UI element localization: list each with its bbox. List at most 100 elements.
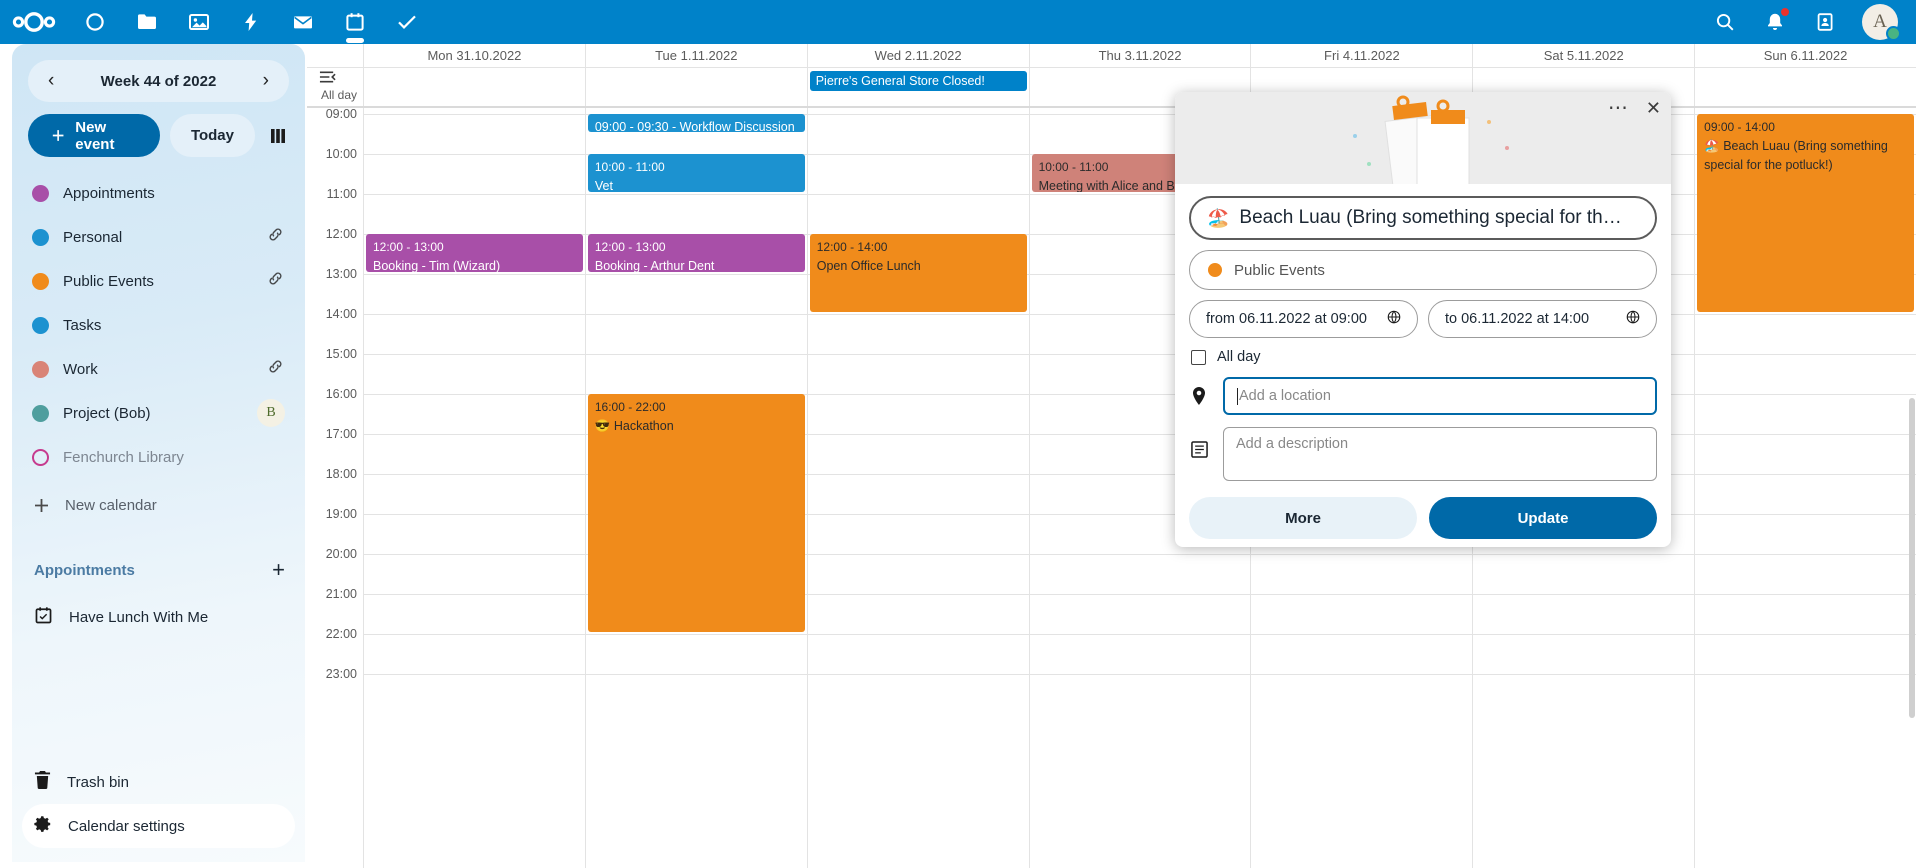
end-date-field[interactable]: to 06.11.2022 at 14:00: [1428, 300, 1657, 338]
shared-by-avatar[interactable]: B: [257, 399, 285, 427]
calendar-event[interactable]: 09:00 - 09:30 - Workflow Discussion: [587, 114, 805, 132]
notifications-bell-icon[interactable]: [1762, 7, 1790, 35]
sidebar-footer: Trash bin Calendar settings: [12, 760, 305, 862]
all-day-cell-sat[interactable]: [1472, 68, 1694, 106]
calendar-item-personal[interactable]: Personal: [22, 215, 295, 259]
all-day-cell-thu[interactable]: [1028, 68, 1251, 106]
nextcloud-logo[interactable]: [12, 11, 56, 33]
more-button[interactable]: More: [1189, 497, 1417, 539]
trash-bin-button[interactable]: Trash bin: [22, 760, 295, 804]
all-day-cell-sun[interactable]: [1694, 68, 1916, 106]
next-week-button[interactable]: ›: [262, 70, 269, 91]
event-editor-body: 🏖️ Beach Luau (Bring something special f…: [1175, 184, 1671, 481]
vertical-scrollbar[interactable]: [1909, 398, 1915, 718]
calendar-event[interactable]: 09:00 - 14:00 🏖️ Beach Luau (Bring someth…: [1697, 114, 1915, 312]
event-time: 12:00 - 13:00: [594, 240, 666, 254]
all-day-cell-mon[interactable]: [363, 68, 585, 106]
day-header-wed[interactable]: Wed 2.11.2022: [806, 44, 1029, 67]
share-link-icon[interactable]: [266, 269, 285, 293]
calendar-color-dot: [32, 360, 49, 378]
update-button[interactable]: Update: [1429, 497, 1657, 539]
calendar-icon[interactable]: [342, 9, 368, 35]
all-day-event[interactable]: Pierre's General Store Closed!: [809, 71, 1027, 91]
day-header-sat[interactable]: Sat 5.11.2022: [1472, 44, 1694, 67]
location-row: Add a location: [1189, 377, 1657, 415]
activity-icon[interactable]: [238, 9, 264, 35]
calendar-event[interactable]: 12:00 - 13:00 Booking - Tim (Wizard): [366, 234, 583, 272]
day-column-wed[interactable]: 12:00 - 14:00 Open Office Lunch: [806, 108, 1029, 868]
description-input[interactable]: Add a description: [1223, 427, 1657, 481]
more-options-icon[interactable]: ⋯: [1607, 97, 1628, 119]
all-day-checkbox[interactable]: [1191, 349, 1206, 365]
day-header-tue[interactable]: Tue 1.11.2022: [584, 44, 807, 67]
day-header-fri[interactable]: Fri 4.11.2022: [1250, 44, 1472, 67]
hour-gridline: [585, 194, 807, 195]
calendar-item-project-bob[interactable]: Project (Bob) B: [22, 391, 295, 435]
appointment-item-have-lunch-with-me[interactable]: Have Lunch With Me: [12, 595, 305, 639]
start-date-value: from 06.11.2022 at 09:00: [1206, 311, 1367, 327]
calendar-item-appointments[interactable]: Appointments: [22, 171, 295, 215]
photos-icon[interactable]: [186, 9, 212, 35]
event-title: 🏖️ Beach Luau (Bring something special f…: [1704, 138, 1888, 172]
calendar-color-dot: [32, 448, 49, 466]
day-header-sun[interactable]: Sun 6.11.2022: [1694, 44, 1916, 67]
calendar-select[interactable]: Public Events: [1189, 250, 1657, 290]
hour-gridline: [807, 474, 1029, 475]
all-day-cell-wed[interactable]: Pierre's General Store Closed!: [806, 68, 1029, 106]
hour-gridline: [807, 114, 1029, 115]
day-column-sun[interactable]: 09:00 - 14:00 🏖️ Beach Luau (Bring someth…: [1694, 108, 1916, 868]
calendar-event[interactable]: 16:00 - 22:00 😎 Hackathon: [587, 394, 805, 632]
calendar-event[interactable]: 12:00 - 13:00 Booking - Arthur Dent: [587, 234, 805, 272]
close-icon[interactable]: ✕: [1645, 98, 1661, 118]
dashboard-icon[interactable]: [82, 9, 108, 35]
add-appointment-button[interactable]: +: [272, 557, 285, 582]
new-event-button[interactable]: New event: [28, 114, 160, 157]
time-label: 11:00: [326, 187, 357, 201]
share-link-icon[interactable]: [266, 357, 285, 381]
hour-gridline: [585, 674, 807, 675]
week-view-toggle[interactable]: [271, 128, 289, 143]
top-bar-right: A: [1712, 4, 1901, 41]
location-input[interactable]: Add a location: [1223, 377, 1657, 415]
today-button[interactable]: Today: [169, 114, 255, 157]
calendar-item-public-events[interactable]: Public Events: [22, 259, 295, 303]
hour-gridline: [364, 514, 585, 515]
day-header-mon[interactable]: Mon 31.10.2022: [363, 44, 585, 67]
calendar-item-fenchurch-library[interactable]: Fenchurch Library: [22, 435, 295, 479]
previous-week-button[interactable]: ‹: [48, 70, 55, 91]
contacts-icon[interactable]: [1812, 9, 1838, 35]
day-header-thu[interactable]: Thu 3.11.2022: [1028, 44, 1251, 67]
day-column-mon[interactable]: 12:00 - 13:00 Booking - Tim (Wizard): [363, 108, 585, 868]
appointment-label: Have Lunch With Me: [69, 608, 209, 626]
calendar-settings-button[interactable]: Calendar settings: [22, 804, 295, 848]
timezone-globe-icon[interactable]: [1626, 310, 1640, 328]
timezone-globe-icon[interactable]: [1387, 310, 1401, 328]
mail-icon[interactable]: [290, 9, 316, 35]
calendar-item-tasks[interactable]: Tasks: [22, 303, 295, 347]
event-title-value: Beach Luau (Bring something special for …: [1239, 207, 1622, 228]
all-day-cell-tue[interactable]: [584, 68, 807, 106]
all-day-toggle-row: All day: [1189, 349, 1657, 365]
event-editor-popover: ⋯ ✕ 🏖️ Beach Luau (Bring something speci…: [1175, 92, 1671, 547]
tasks-icon[interactable]: [394, 9, 420, 35]
current-week-label[interactable]: Week 44 of 2022: [100, 72, 217, 90]
end-date-value: to 06.11.2022 at 14:00: [1445, 311, 1590, 327]
date-picker[interactable]: ‹ Week 44 of 2022 ›: [28, 60, 289, 102]
start-date-field[interactable]: from 06.11.2022 at 09:00: [1189, 300, 1418, 338]
calendar-event[interactable]: 12:00 - 14:00 Open Office Lunch: [809, 234, 1027, 312]
hour-gridline: [1695, 474, 1916, 475]
day-column-tue[interactable]: 09:00 - 09:30 - Workflow Discussion 10:00…: [584, 108, 807, 868]
hour-gridline: [1251, 634, 1473, 635]
calendar-event[interactable]: 10:00 - 11:00 Vet: [587, 154, 805, 192]
all-day-cell-fri[interactable]: [1250, 68, 1472, 106]
event-title-input[interactable]: 🏖️ Beach Luau (Bring something special f…: [1189, 196, 1657, 240]
plus-icon: [35, 498, 48, 512]
new-calendar-button[interactable]: New calendar: [22, 483, 295, 527]
avatar[interactable]: A: [1862, 4, 1901, 41]
files-icon[interactable]: [134, 9, 160, 35]
hour-gridline: [1473, 554, 1695, 555]
avatar-initial: A: [1873, 11, 1887, 32]
calendar-item-work[interactable]: Work: [22, 347, 295, 391]
search-icon[interactable]: [1712, 9, 1738, 35]
share-link-icon[interactable]: [266, 225, 285, 249]
